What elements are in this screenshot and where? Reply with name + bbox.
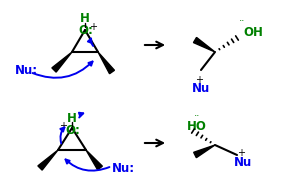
Text: Nu: Nu bbox=[234, 156, 252, 169]
Text: +: + bbox=[59, 121, 67, 131]
Polygon shape bbox=[194, 37, 215, 52]
Polygon shape bbox=[52, 52, 72, 72]
Text: Nu:: Nu: bbox=[15, 63, 38, 77]
FancyArrowPatch shape bbox=[65, 159, 110, 171]
Text: Nu: Nu bbox=[192, 82, 210, 95]
Polygon shape bbox=[86, 150, 102, 170]
Text: O:: O: bbox=[65, 124, 81, 137]
Polygon shape bbox=[98, 52, 115, 74]
Text: +: + bbox=[195, 75, 203, 85]
Text: ¨: ¨ bbox=[239, 20, 245, 30]
Text: +: + bbox=[89, 22, 97, 32]
Text: H: H bbox=[80, 12, 90, 26]
Text: OH: OH bbox=[243, 26, 263, 39]
Text: O:: O: bbox=[78, 24, 94, 37]
Text: +: + bbox=[237, 148, 245, 158]
Polygon shape bbox=[38, 150, 58, 170]
Text: H: H bbox=[67, 112, 77, 125]
FancyArrowPatch shape bbox=[33, 62, 93, 78]
FancyArrowPatch shape bbox=[88, 39, 93, 46]
Text: Nu:: Nu: bbox=[112, 162, 135, 175]
Text: HO: HO bbox=[187, 121, 207, 134]
Text: ¨: ¨ bbox=[194, 115, 200, 125]
Polygon shape bbox=[194, 145, 215, 158]
FancyArrowPatch shape bbox=[60, 127, 65, 143]
FancyArrowPatch shape bbox=[79, 113, 83, 117]
